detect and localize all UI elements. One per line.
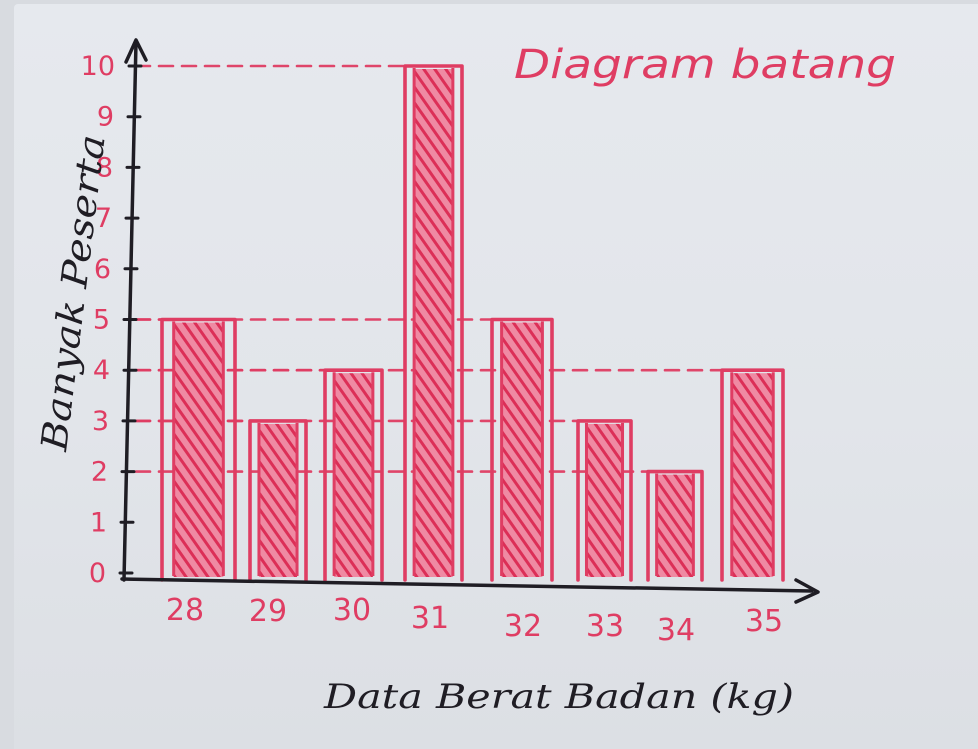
y-tick-label: 2	[91, 457, 108, 488]
y-axis-arrowhead	[124, 38, 148, 64]
bar-hatch	[656, 474, 694, 577]
x-tick-label: 32	[504, 609, 542, 644]
bar-hatch	[414, 69, 453, 577]
y-tick-label: 1	[90, 507, 107, 538]
bar	[160, 317, 237, 582]
bar-hatch	[258, 423, 298, 577]
bar	[646, 469, 704, 582]
y-tick-label: 7	[95, 203, 112, 234]
y-tick-label: 4	[93, 355, 110, 386]
x-tick-label: 30	[333, 593, 371, 628]
y-tick-label: 5	[93, 305, 110, 336]
bar-hatch	[334, 373, 373, 577]
bar-hatch	[501, 322, 543, 577]
y-tick-label: 6	[94, 254, 111, 285]
bar-hatch	[173, 322, 224, 577]
chart-title: Diagram batang	[514, 42, 896, 88]
x-axis-arrowhead	[794, 578, 820, 604]
x-axis-line	[120, 577, 814, 593]
y-tick-labels: 0 1 2 3 4 5 6 7 8 9 10	[81, 51, 115, 589]
bar	[490, 317, 554, 582]
y-tick-label: 3	[92, 406, 109, 437]
x-tick-label: 31	[411, 601, 449, 636]
y-ticks	[118, 64, 143, 575]
bar-hatch	[731, 373, 774, 577]
bar	[248, 419, 308, 582]
x-axis-title: Data Berat Badan (kg)	[323, 677, 794, 717]
bar	[576, 419, 633, 582]
y-tick-label: 8	[96, 152, 113, 183]
x-tick-label: 34	[657, 613, 695, 648]
bar-hatch	[586, 423, 623, 577]
y-tick-label: 0	[89, 558, 106, 589]
bar	[720, 368, 785, 582]
x-tick-label: 28	[166, 593, 204, 628]
x-tick-labels: 28 29 30 31 32 33 34 35	[166, 593, 783, 648]
x-tick-label: 35	[745, 604, 783, 639]
bar	[323, 368, 384, 582]
bars	[160, 64, 785, 582]
x-tick-label: 33	[586, 609, 624, 644]
y-tick-label: 10	[81, 51, 115, 82]
y-axis-line	[122, 40, 138, 582]
y-tick-label: 9	[97, 102, 114, 133]
axes	[120, 38, 820, 604]
x-tick-label: 29	[249, 594, 287, 629]
bar	[403, 64, 464, 582]
